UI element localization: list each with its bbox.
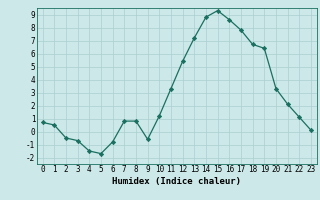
X-axis label: Humidex (Indice chaleur): Humidex (Indice chaleur) [112, 177, 241, 186]
